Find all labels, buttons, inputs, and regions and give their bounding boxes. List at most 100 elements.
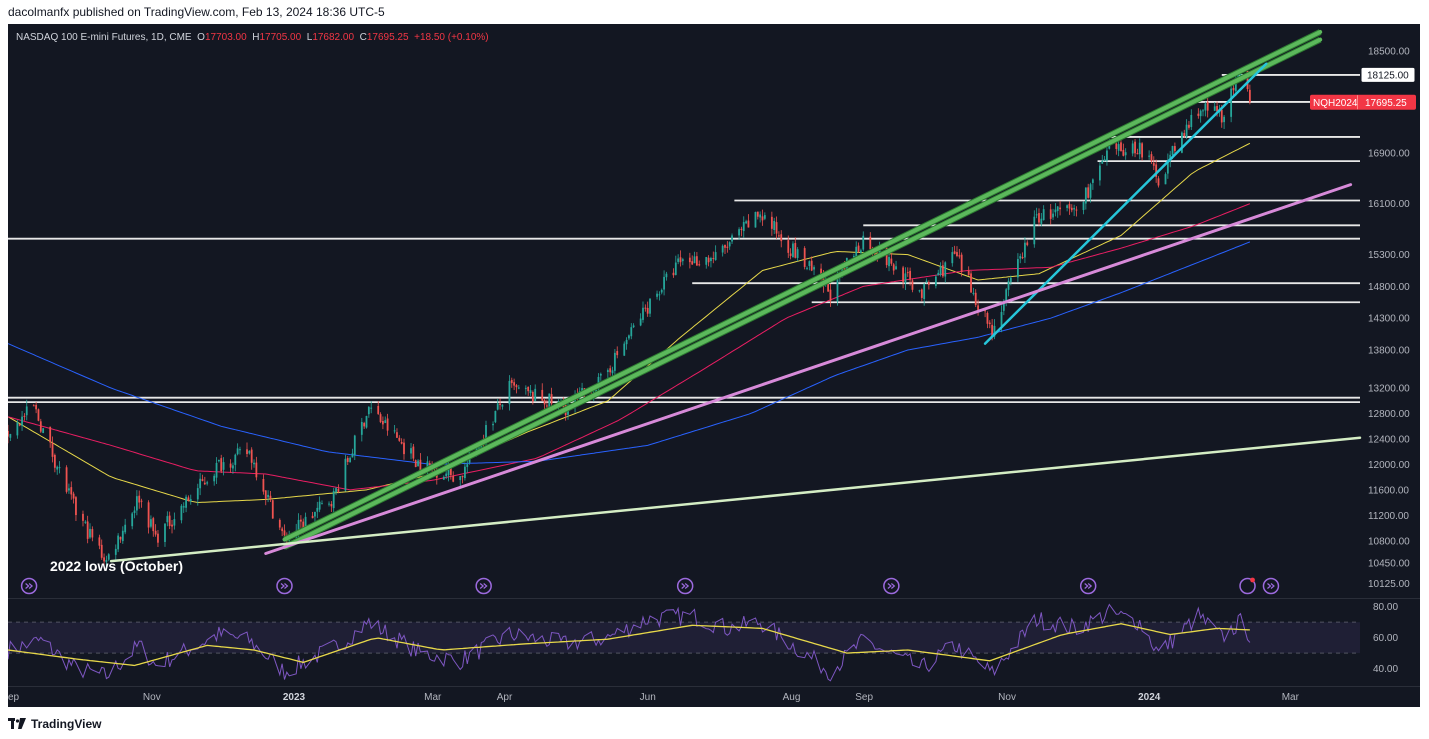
candle-body [16,422,19,436]
candle-body [688,257,691,263]
candle-body [152,518,155,532]
candle-body [75,497,77,516]
candle-body [234,454,237,465]
candle-body [164,523,166,542]
candle-body [133,510,136,513]
candle-body [351,453,354,458]
candle-body [599,373,602,376]
earnings-marker-icon [1239,577,1256,595]
candle-body [89,528,91,538]
candle-body [494,410,497,423]
candle-body [49,426,52,443]
candle-body [166,516,169,523]
candle-body [918,290,921,292]
candle-body [58,467,61,469]
tradingview-logo[interactable]: TradingView [8,717,101,731]
candle-body [548,393,551,408]
price-axis-panel [1360,24,1420,707]
candle-body [1164,174,1167,185]
price-axis-tick-14: 10450.00 [1368,559,1410,570]
candle-body [250,449,253,463]
legend-close-value: 17695.25 [366,32,409,43]
candle-body [32,405,35,407]
candle-body [906,272,909,274]
price-axis-tick-10: 12000.00 [1368,460,1410,471]
candle-body [478,447,480,449]
candle-body [672,272,675,276]
candle-body [344,458,347,491]
candle-body [370,407,373,409]
candle-body [400,441,403,444]
candle-body [203,482,206,485]
candle-body [72,493,75,499]
candle-body [956,252,958,257]
candle-body [695,256,698,266]
candle-body [8,430,9,437]
candle-body [114,548,117,555]
candle-body [988,322,991,325]
chart-area[interactable]: 18500.00 16900.00 16100.00 15300.00 14800.00… [8,24,1420,707]
candle-body [923,284,926,300]
candle-body [384,420,387,424]
candle-body [1188,124,1190,128]
candle-body [199,478,202,489]
candle-body [1213,106,1216,111]
candle-body [464,466,466,479]
trendline-2 [983,62,1268,345]
candle-body [611,370,614,374]
candle-body [710,258,712,262]
candle-body [1166,160,1169,174]
candle-body [1115,143,1118,149]
candle-body [492,423,494,426]
candle-body [1000,312,1003,326]
candle-body [1042,209,1045,221]
trendline-4 [109,436,1362,563]
candle-body [707,257,710,263]
candle-body [759,214,762,218]
candle-body [1026,242,1029,246]
candle-body [297,519,300,532]
time-axis-tick-6: Aug [783,692,801,703]
candle-body [37,409,40,421]
candle-body [278,519,281,528]
price-chart[interactable]: 18500.00 16900.00 16100.00 15300.00 14800.00… [8,24,1420,707]
moving-average-1 [8,203,1251,491]
candle-body [991,324,994,337]
trendline-3 [264,183,1353,555]
candle-body [1248,89,1251,103]
candle-body [1049,209,1052,219]
candle-body [414,460,417,468]
candle-body [855,246,858,258]
candle-body [1059,207,1061,210]
rsi-line [8,603,1251,682]
candle-body [1082,202,1085,211]
candle-body [328,503,330,505]
rsi-axis-tick-0: 80.00 [1373,602,1398,613]
candle-body [360,421,363,435]
candle-body [986,312,989,324]
alert-dot-icon [1250,577,1255,583]
candle-body [911,280,914,290]
candle-body [419,459,422,473]
price-axis-tick-5: 14300.00 [1368,314,1410,325]
candle-body [920,289,923,298]
candle-body [21,416,23,426]
candle-body [705,257,708,265]
candle-body [386,418,389,431]
legend-high-value: 17705.00 [259,32,302,43]
candle-body [1084,187,1087,204]
candle-body [485,425,487,444]
candle-body [813,267,815,270]
candle-body [1185,124,1188,137]
candle-body [65,467,68,492]
candle-body [1204,103,1207,111]
candle-body [1234,81,1237,92]
candle-body [124,524,127,533]
candle-body [236,448,239,455]
candle-body [1007,280,1010,290]
candle-body [84,521,87,523]
candle-body [787,240,790,253]
candle-body [939,266,942,275]
candle-body [827,283,830,292]
candle-body [721,245,724,253]
